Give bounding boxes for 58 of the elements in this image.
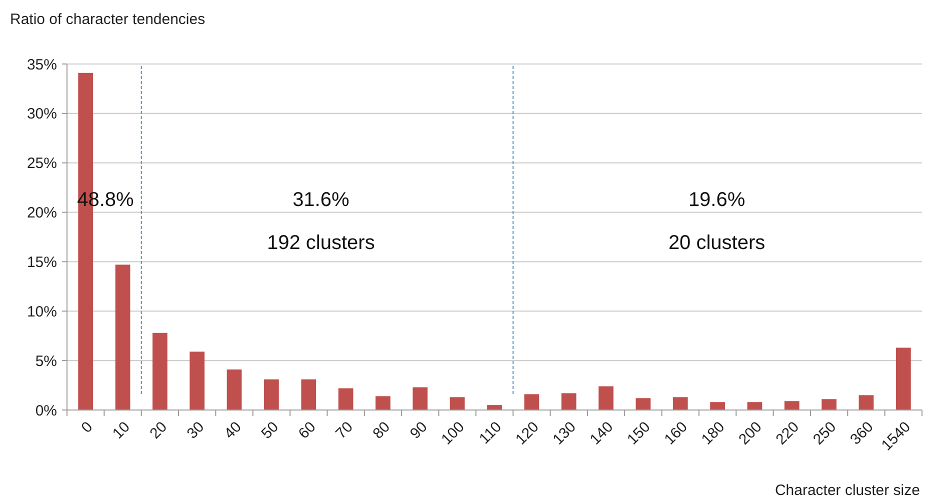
bar	[598, 386, 614, 410]
annotation: 20 clusters	[668, 232, 766, 254]
y-tick-label: 25%	[26, 155, 57, 172]
bar	[152, 332, 168, 410]
x-tick-label: 130	[550, 418, 580, 448]
bar	[450, 397, 465, 410]
y-tick-label: 30%	[26, 106, 57, 123]
annotation: 192 clusters	[267, 232, 375, 254]
y-tick-label: 35%	[26, 56, 57, 74]
x-tick-label: 110	[476, 418, 506, 448]
bar	[190, 352, 205, 410]
y-tick-label: 15%	[26, 254, 57, 271]
bar	[524, 394, 540, 410]
y-tick-label: 10%	[26, 303, 57, 320]
y-tick-label: 0%	[35, 402, 57, 420]
y-tick-label: 5%	[35, 352, 57, 370]
bar	[487, 405, 502, 410]
x-tick-label: 80	[370, 418, 394, 442]
x-tick-label: 180	[698, 418, 728, 448]
x-tick-label: 40	[221, 418, 245, 442]
x-tick-label: 250	[810, 418, 840, 448]
y-axis-title: Ratio of character tendencies	[10, 11, 206, 28]
bar	[301, 379, 316, 410]
x-tick-label: 140	[586, 418, 617, 448]
x-tick-label: 100	[438, 418, 468, 448]
x-tick-label: 70	[332, 418, 356, 442]
bar	[376, 396, 390, 410]
x-tick-label: 50	[258, 418, 282, 442]
x-tick-label: 30	[184, 418, 208, 442]
bar	[226, 369, 242, 410]
x-tick-label: 360	[847, 418, 877, 448]
x-tick-label: 10	[109, 418, 134, 442]
x-tick-label: 120	[512, 418, 542, 448]
x-tick-label: 220	[772, 418, 802, 448]
bar	[561, 393, 576, 410]
bar	[264, 379, 279, 410]
bar	[672, 397, 688, 410]
bar	[710, 402, 725, 410]
x-tick-label: 200	[736, 418, 766, 448]
bar	[784, 401, 800, 410]
x-tick-label: 0	[78, 418, 96, 436]
bar	[822, 399, 836, 410]
x-tick-label: 20	[146, 418, 170, 442]
x-tick-label: 90	[406, 418, 431, 442]
annotation: 31.6%	[292, 188, 350, 211]
y-tick-label: 20%	[26, 204, 57, 222]
bar	[896, 348, 911, 410]
bar	[858, 395, 874, 410]
x-tick-label: 160	[661, 418, 691, 448]
x-axis-title: Character cluster size	[774, 482, 920, 499]
bar	[747, 402, 762, 410]
bar	[636, 398, 651, 410]
bar	[412, 387, 428, 410]
annotation: 19.6%	[688, 188, 746, 211]
bar	[115, 264, 130, 410]
x-tick-label: 60	[295, 418, 320, 442]
bar	[338, 388, 354, 410]
x-tick-label: 150	[624, 418, 654, 448]
